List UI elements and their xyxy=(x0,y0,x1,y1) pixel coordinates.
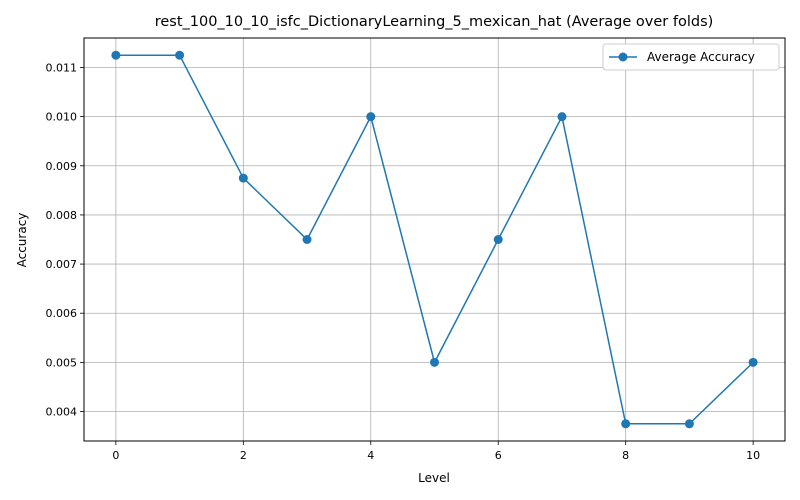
data-point-marker xyxy=(111,50,121,60)
data-point-marker xyxy=(430,357,439,367)
x-tick-label: 6 xyxy=(495,449,502,462)
x-axis-label: Level xyxy=(418,471,450,485)
data-point-marker xyxy=(621,419,631,429)
y-tick-label: 0.008 xyxy=(46,209,78,222)
legend-marker-swatch xyxy=(618,52,628,62)
series-line xyxy=(115,54,754,425)
y-tick-label: 0.006 xyxy=(46,307,78,320)
x-tick-label: 4 xyxy=(367,449,374,462)
data-point-marker xyxy=(684,419,694,429)
data-point-marker xyxy=(238,173,248,183)
legend: Average Accuracy xyxy=(602,43,780,71)
series-layer xyxy=(111,50,758,429)
x-tick-label: 8 xyxy=(622,449,629,462)
y-tick-label: 0.009 xyxy=(46,160,78,173)
y-axis-ticks: 0.004 0.005 0.006 0.007 0.008 0.009 0.010 0.011 xyxy=(46,61,84,419)
y-axis-label: Accuracy xyxy=(15,213,29,268)
data-point-marker xyxy=(748,357,758,367)
y-tick-label: 0.010 xyxy=(46,111,78,124)
data-point-marker xyxy=(302,235,312,244)
y-tick-label: 0.005 xyxy=(46,356,78,369)
data-point-marker xyxy=(366,112,376,122)
data-point-marker xyxy=(493,235,503,244)
legend-label: Average Accuracy xyxy=(647,50,755,64)
x-tick-label: 2 xyxy=(240,449,247,462)
y-tick-label: 0.007 xyxy=(46,258,78,271)
chart-title: rest_100_10_10_isfc_DictionaryLearning_5… xyxy=(155,14,714,30)
data-point-marker xyxy=(557,112,567,122)
y-tick-label: 0.011 xyxy=(46,61,78,74)
data-point-marker xyxy=(175,50,185,60)
x-tick-label: 10 xyxy=(746,449,760,462)
grid-lines xyxy=(84,38,785,441)
x-tick-label: 0 xyxy=(112,449,119,462)
x-axis-ticks: 0 2 4 6 8 10 xyxy=(112,441,760,462)
legend-box xyxy=(602,43,780,71)
plot-area-frame xyxy=(83,37,786,442)
y-tick-label: 0.004 xyxy=(46,406,78,419)
